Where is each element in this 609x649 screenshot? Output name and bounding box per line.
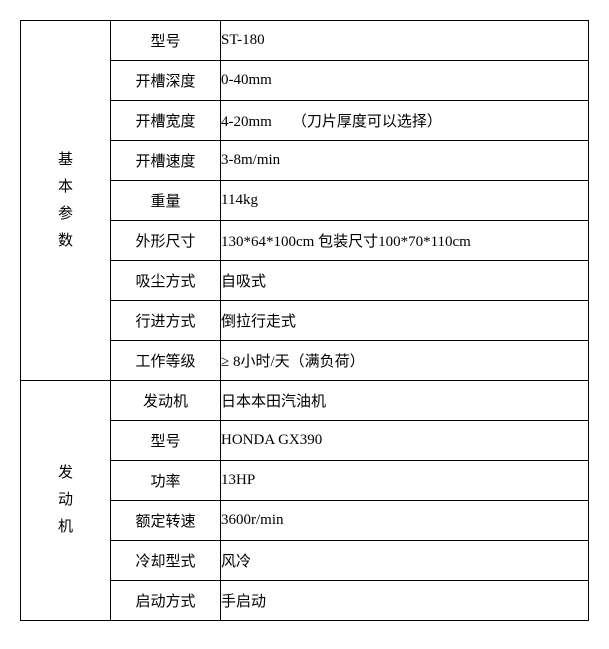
section-header-text: 基 本 参 数	[21, 147, 110, 255]
label-cell: 工作等级	[111, 341, 221, 381]
value-cell: 0-40mm	[221, 61, 589, 101]
header-char: 本	[58, 174, 73, 201]
value-cell: 日本本田汽油机	[221, 381, 589, 421]
label-cell: 型号	[111, 421, 221, 461]
header-char: 数	[58, 228, 73, 255]
value-note: （刀片厚度可以选择）	[292, 114, 442, 130]
label-cell: 开槽深度	[111, 61, 221, 101]
label-cell: 重量	[111, 181, 221, 221]
spec-table: 基 本 参 数 型号 ST-180 开槽深度 0-40mm 开槽宽度 4-20m…	[20, 20, 589, 621]
header-char: 动	[58, 487, 73, 514]
section-header-engine: 发 动 机	[21, 381, 111, 621]
label-cell: 启动方式	[111, 581, 221, 621]
section-header-basic: 基 本 参 数	[21, 21, 111, 381]
value-cell: 3-8m/min	[221, 141, 589, 181]
value-cell: 13HP	[221, 461, 589, 501]
label-cell: 行进方式	[111, 301, 221, 341]
label-cell: 功率	[111, 461, 221, 501]
label-cell: 外形尺寸	[111, 221, 221, 261]
table-row: 发 动 机 发动机 日本本田汽油机	[21, 381, 589, 421]
value-cell: 114kg	[221, 181, 589, 221]
value-cell: 倒拉行走式	[221, 301, 589, 341]
header-char: 发	[58, 460, 73, 487]
value-cell: 130*64*100cm 包装尺寸100*70*110cm	[221, 221, 589, 261]
section-header-text: 发 动 机	[21, 460, 110, 541]
label-cell: 冷却型式	[111, 541, 221, 581]
table-row: 基 本 参 数 型号 ST-180	[21, 21, 589, 61]
header-char: 基	[58, 147, 73, 174]
value-cell: 手启动	[221, 581, 589, 621]
label-cell: 发动机	[111, 381, 221, 421]
header-char: 机	[58, 514, 73, 541]
value-cell: 3600r/min	[221, 501, 589, 541]
value-cell: ≥ 8小时/天（满负荷）	[221, 341, 589, 381]
value-cell: 4-20mm （刀片厚度可以选择）	[221, 101, 589, 141]
label-cell: 型号	[111, 21, 221, 61]
value-cell: ST-180	[221, 21, 589, 61]
label-cell: 额定转速	[111, 501, 221, 541]
value-cell: 风冷	[221, 541, 589, 581]
header-char: 参	[58, 201, 73, 228]
value-cell: 自吸式	[221, 261, 589, 301]
value-text: 4-20mm	[221, 114, 272, 130]
label-cell: 吸尘方式	[111, 261, 221, 301]
value-cell: HONDA GX390	[221, 421, 589, 461]
table-body: 基 本 参 数 型号 ST-180 开槽深度 0-40mm 开槽宽度 4-20m…	[21, 21, 589, 621]
label-cell: 开槽速度	[111, 141, 221, 181]
label-cell: 开槽宽度	[111, 101, 221, 141]
